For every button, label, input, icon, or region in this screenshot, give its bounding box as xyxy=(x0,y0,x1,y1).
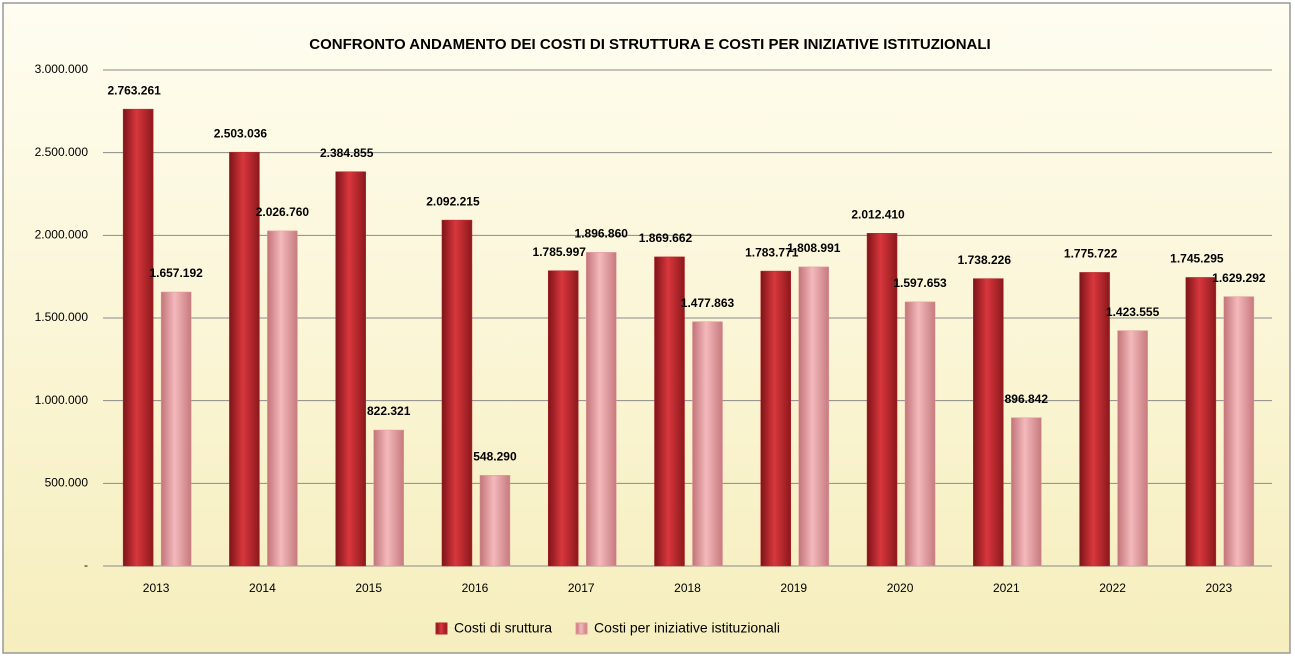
bar xyxy=(441,219,473,567)
bar xyxy=(1185,277,1217,567)
data-label: 1.783.771 xyxy=(745,245,799,259)
legend-swatch xyxy=(575,622,588,635)
data-label: 1.785.997 xyxy=(533,245,587,259)
data-label: 1.738.226 xyxy=(958,253,1012,267)
data-label: 2.503.036 xyxy=(214,126,268,140)
bar xyxy=(267,230,298,567)
data-label: 1.808.991 xyxy=(787,241,841,255)
bar xyxy=(160,291,192,567)
data-label: 2.012.410 xyxy=(851,207,905,221)
data-label: 1.477.863 xyxy=(681,296,735,310)
x-tick-label: 2015 xyxy=(355,581,382,595)
bar xyxy=(122,108,154,567)
bar xyxy=(373,429,404,567)
data-label: 2.026.760 xyxy=(256,205,310,219)
y-tick-label: - xyxy=(84,558,88,572)
bar xyxy=(904,301,936,567)
x-tick-label: 2020 xyxy=(887,581,914,595)
y-tick-label: 1.000.000 xyxy=(35,393,89,407)
data-label: 2.092.215 xyxy=(426,194,480,208)
data-label: 1.896.860 xyxy=(575,227,629,241)
x-tick-label: 2019 xyxy=(780,581,807,595)
bar xyxy=(1223,296,1255,567)
data-label: 896.842 xyxy=(1005,392,1049,406)
bar xyxy=(547,270,579,567)
bar xyxy=(1117,330,1148,567)
bar xyxy=(585,252,617,567)
data-label: 548.290 xyxy=(473,450,517,464)
legend-swatch xyxy=(435,622,448,635)
bar xyxy=(692,321,723,567)
bar xyxy=(335,171,366,567)
x-tick-label: 2016 xyxy=(462,581,489,595)
legend-label: Costi di sruttura xyxy=(454,620,552,636)
bar xyxy=(760,270,792,567)
data-label: 1.745.295 xyxy=(1170,252,1224,266)
y-tick-label: 500.000 xyxy=(45,476,89,490)
data-label: 1.869.662 xyxy=(639,231,693,245)
data-label: 1.657.192 xyxy=(149,266,203,280)
bar xyxy=(229,151,260,567)
x-tick-label: 2014 xyxy=(249,581,276,595)
y-tick-label: 1.500.000 xyxy=(35,310,89,324)
x-tick-label: 2022 xyxy=(1099,581,1126,595)
x-tick-label: 2018 xyxy=(674,581,701,595)
bar xyxy=(866,233,898,567)
data-label: 822.321 xyxy=(367,404,411,418)
bar xyxy=(654,256,685,567)
y-tick-label: 2.500.000 xyxy=(35,145,89,159)
data-label: 1.597.653 xyxy=(893,276,947,290)
x-tick-label: 2017 xyxy=(568,581,595,595)
x-tick-label: 2013 xyxy=(143,581,170,595)
legend-label: Costi per iniziative istituzionali xyxy=(594,620,780,636)
bar xyxy=(973,278,1004,567)
x-tick-label: 2021 xyxy=(993,581,1020,595)
y-tick-label: 2.000.000 xyxy=(35,228,89,242)
chart-title: CONFRONTO ANDAMENTO DEI COSTI DI STRUTTU… xyxy=(309,36,990,53)
x-tick-label: 2023 xyxy=(1206,581,1233,595)
data-label: 1.423.555 xyxy=(1106,305,1160,319)
data-label: 1.775.722 xyxy=(1064,247,1118,261)
data-label: 2.763.261 xyxy=(107,83,161,97)
bar xyxy=(479,475,511,567)
bar xyxy=(1011,417,1042,567)
data-label: 1.629.292 xyxy=(1212,271,1266,285)
bar xyxy=(1079,272,1110,567)
y-tick-label: 3.000.000 xyxy=(35,62,89,76)
data-label: 2.384.855 xyxy=(320,146,374,160)
bar xyxy=(798,266,830,567)
